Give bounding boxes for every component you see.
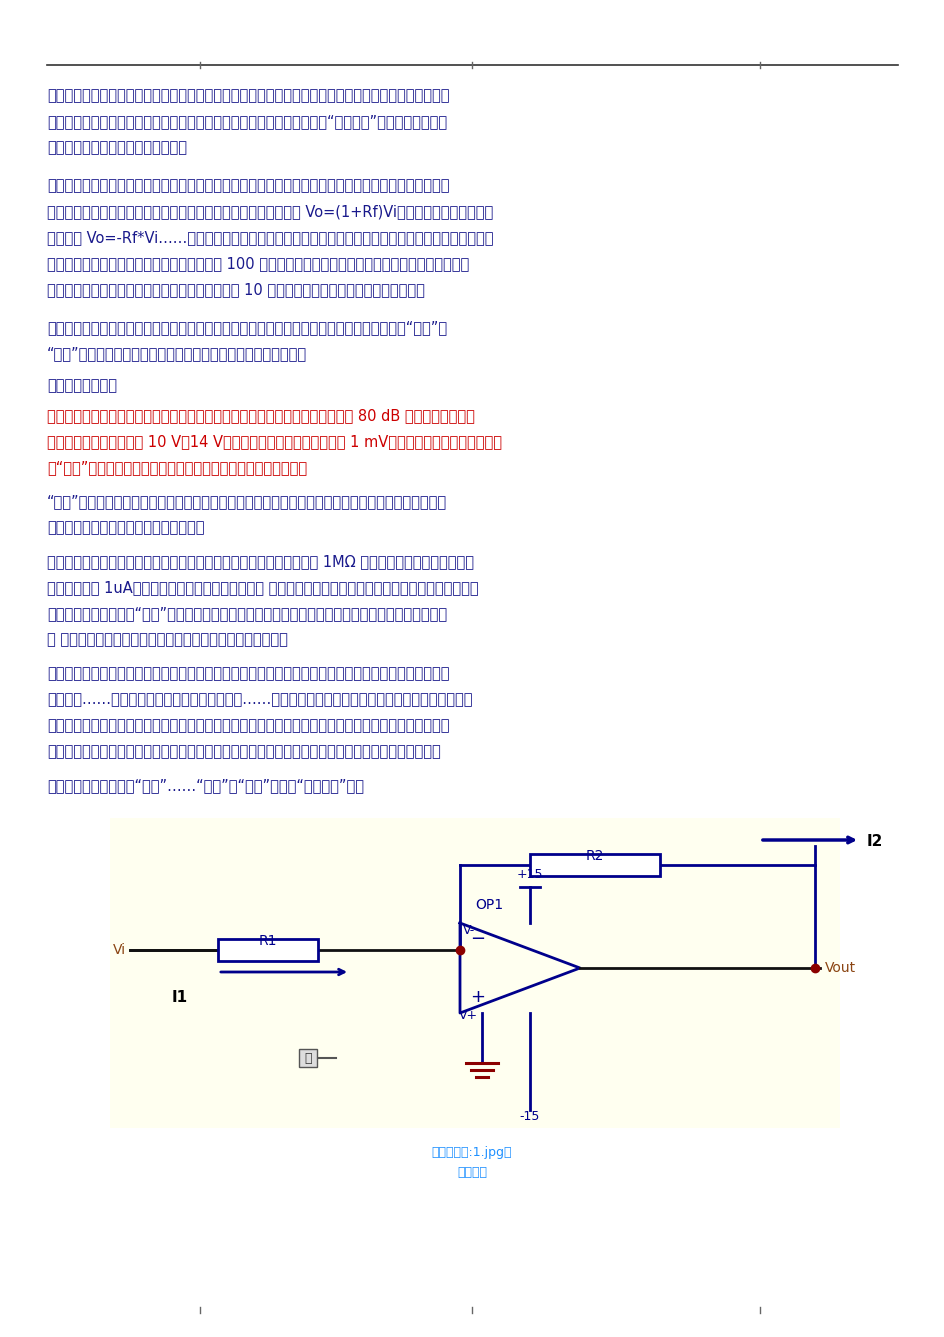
Text: V-: V- — [463, 924, 475, 937]
Bar — [110, 818, 839, 1128]
Text: Vi: Vi — [112, 943, 126, 957]
Text: 図: 図 — [304, 1051, 312, 1064]
Bar — [298, 1050, 316, 1067]
Text: 一下，他们就找不着北了！偶曾经面试过至少 100 个以上的大专以上学历的电子专业应聘者，结果能将我: 一下，他们就找不着北了！偶曾经面试过至少 100 个以上的大专以上学历的电子专业… — [47, 255, 469, 271]
Text: +15: +15 — [516, 868, 543, 881]
Bar — [530, 854, 659, 876]
Text: R2: R2 — [585, 849, 603, 862]
Text: V+: V+ — [459, 1009, 478, 1021]
Text: 想放大器（其实在维修中和大多数设计过程中，把实际放大器当做理想放大器来分析也不会有问题）。: 想放大器（其实在维修中和大多数设计过程中，把实际放大器当做理想放大器来分析也不会… — [47, 743, 440, 759]
Text: 好了，让我们抛过而把“放弃”……“虚短”和“虚断”，开始“庖丁解牛”了。: 好了，让我们抛过而把“放弃”……“虚短”和“虚断”，开始“庖丁解牛”了。 — [47, 778, 363, 793]
Text: 要理会输入偏置电流、共模抑制比、失调电压等电路参数，这是设计者要考虑的事情；我们理解的就是理: 要理会输入偏置电流、共模抑制比、失调电压等电路参数，这是设计者要考虑的事情；我们… — [47, 718, 449, 733]
Text: 是一个同向放大器，然后去推导它的输出与输入的关系，然后得出 Vo=(1+Rf)Vi，那是一个反向放大器，: 是一个同向放大器，然后去推导它的输出与输入的关系，然后得出 Vo=(1+Rf)V… — [47, 205, 493, 219]
Text: OP1: OP1 — [475, 898, 502, 912]
Text: 两输入端越接近开路。“虚断”是指在分析运放处于线性状态时，可以把两输入端视为等效开路，这一特: 两输入端越接近开路。“虚断”是指在分析运放处于线性状态时，可以把两输入端视为等效… — [47, 606, 447, 620]
Text: 今天，芯片级维修教各位战无不胜的而招，这而招在所有运放电路的教材里都写得明白，就是“虚假”和: 今天，芯片级维修教各位战无不胜的而招，这而招在所有运放电路的教材里都写得明白，就… — [47, 320, 447, 336]
Text: （原文件名:1.jpg）: （原文件名:1.jpg） — [431, 1146, 512, 1159]
Text: 于“短路”；开环电压放大倍数越大，而输入端的电位越接近相等。: 于“短路”；开环电压放大倍数越大，而输入端的电位越接近相等。 — [47, 460, 307, 475]
Text: +: + — [469, 988, 484, 1005]
Text: 然后得出 Vo=-Rf*Vi……最后学生往往得出这样一个印象：记住公式就可以了！如果我们将电路稍稍变换: 然后得出 Vo=-Rf*Vi……最后学生往往得出这样一个印象：记住公式就可以了！… — [47, 230, 493, 245]
Text: 这算放大器组成的电路五花八门，本人眼花缭乱，是模拟电路中学习的重点。在分析它的工作原理时你没: 这算放大器组成的电路五花八门，本人眼花缭乱，是模拟电路中学习的重点。在分析它的工… — [47, 88, 449, 103]
Text: I2: I2 — [866, 834, 883, 849]
Text: 由于运放的差接输入电阵很大，一般通用型运算放大器的输入电阵都在 1MΩ 以上，因此流入运放输入端的: 由于运放的差接输入电阵很大，一般通用型运算放大器的输入电阵都在 1MΩ 以上，因… — [47, 554, 474, 570]
Text: Vout: Vout — [824, 961, 855, 975]
Text: “虚短”是指在分析运算放大器处于线性状态时，可把两输入端视为等电位，这一特性称为虚假短路，简: “虚短”是指在分析运算放大器处于线性状态时，可把两输入端视为等电位，这一特性称为… — [47, 493, 447, 509]
Text: 由于运放的电压放大倍数很大，一般通用型运算放大器的开环电压放大倍数都在 80 dB 以上；而运放的输: 由于运放的电压放大倍数很大，一般通用型运算放大器的开环电压放大倍数都在 80 d… — [47, 408, 475, 422]
Text: 性 称为虚假开路，简称虚断。昼然不能将两输入端真正断路。: 性 称为虚假开路，简称虚断。昼然不能将两输入端真正断路。 — [47, 632, 288, 647]
Bar — [218, 939, 318, 961]
Text: 差动输入……暂时忘掉那些输入输出关系的公式……这些东东只会干扰你，让你更糊涂；也请各位暂时不: 差动输入……暂时忘掉那些输入输出关系的公式……这些东东只会干扰你，让你更糊涂；也… — [47, 693, 472, 707]
Text: R1: R1 — [259, 935, 277, 948]
Text: 称虚短。昼然不能将两输入端真正短路。: 称虚短。昼然不能将两输入端真正短路。 — [47, 520, 204, 535]
Text: 遍观所有模拟电子技术的书籍和课程，在介绍运算放大器电路的时候，无非是先给电路来个定性，比如这: 遍观所有模拟电子技术的书籍和课程，在介绍运算放大器电路的时候，无非是先给电路来个… — [47, 178, 449, 193]
Text: -15: -15 — [519, 1110, 540, 1123]
Text: 出电压是有限的，一般在 10 V～14 V。因此运放的差接输入电压不足 1 mV，而输入端近似等电位，相当: 出电压是有限的，一般在 10 V～14 V。因此运放的差接输入电压不足 1 mV… — [47, 435, 501, 449]
Text: 给出的这算放大器电路分析得一点不错的没有超过 10 个人！其它专业毕业的夫是可想而知了。: 给出的这算放大器电路分析得一点不错的没有超过 10 个人！其它专业毕业的夫是可想… — [47, 282, 425, 297]
Text: “虚断”，不过要把它灵活用得出神入化，就要有较深厚的功底了。: “虚断”，不过要把它灵活用得出神入化，就要有较深厚的功底了。 — [47, 346, 307, 361]
Text: 引用图片: 引用图片 — [457, 1166, 486, 1179]
Text: 在分析运放电路工作原理时，首先请各位暂时忘掉什么同向放大、反向放大、什么加法器、减法器、什么: 在分析运放电路工作原理时，首先请各位暂时忘掉什么同向放大、反向放大、什么加法器、… — [47, 666, 449, 681]
Text: 虚假和虚断的概念: 虚假和虚断的概念 — [47, 378, 117, 393]
Text: 电流往往不足 1uA，这小于输入端外电路的电流。故 通常可把运放的两输入端视为开路，且输入电阵越大，: 电流往往不足 1uA，这小于输入端外电路的电流。故 通常可把运放的两输入端视为开… — [47, 580, 478, 595]
Text: 路板维修的同行，看完后有所斩获。: 路板维修的同行，看完后有所斩获。 — [47, 140, 187, 155]
Text: I1: I1 — [172, 989, 188, 1004]
Text: 有抓住核心，往往令人头大。为此本人将披罗天下运放电路之应用，来个“庖丁解牛”，希望各位从事电: 有抓住核心，往往令人头大。为此本人将披罗天下运放电路之应用，来个“庖丁解牛”，希… — [47, 114, 447, 128]
Text: −: − — [469, 931, 484, 948]
